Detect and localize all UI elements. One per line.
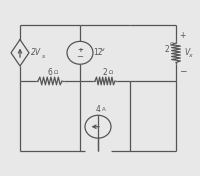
Text: 12: 12 [94,48,103,57]
Text: 2: 2 [164,45,169,54]
Text: Ω: Ω [54,70,58,75]
Text: −: − [76,52,84,61]
Text: −: − [179,66,186,75]
Text: +: + [179,31,186,40]
Text: V: V [184,48,189,57]
Text: x: x [188,53,192,58]
Text: 2: 2 [103,68,107,77]
Text: s: s [42,54,45,59]
Text: 6: 6 [48,68,52,77]
Text: Ω: Ω [169,42,174,47]
Text: 2V: 2V [31,48,41,57]
Text: 4: 4 [96,105,100,114]
Text: Ω: Ω [109,70,113,75]
Text: v: v [101,47,105,52]
Text: +: + [77,47,83,53]
Text: A: A [102,107,105,112]
